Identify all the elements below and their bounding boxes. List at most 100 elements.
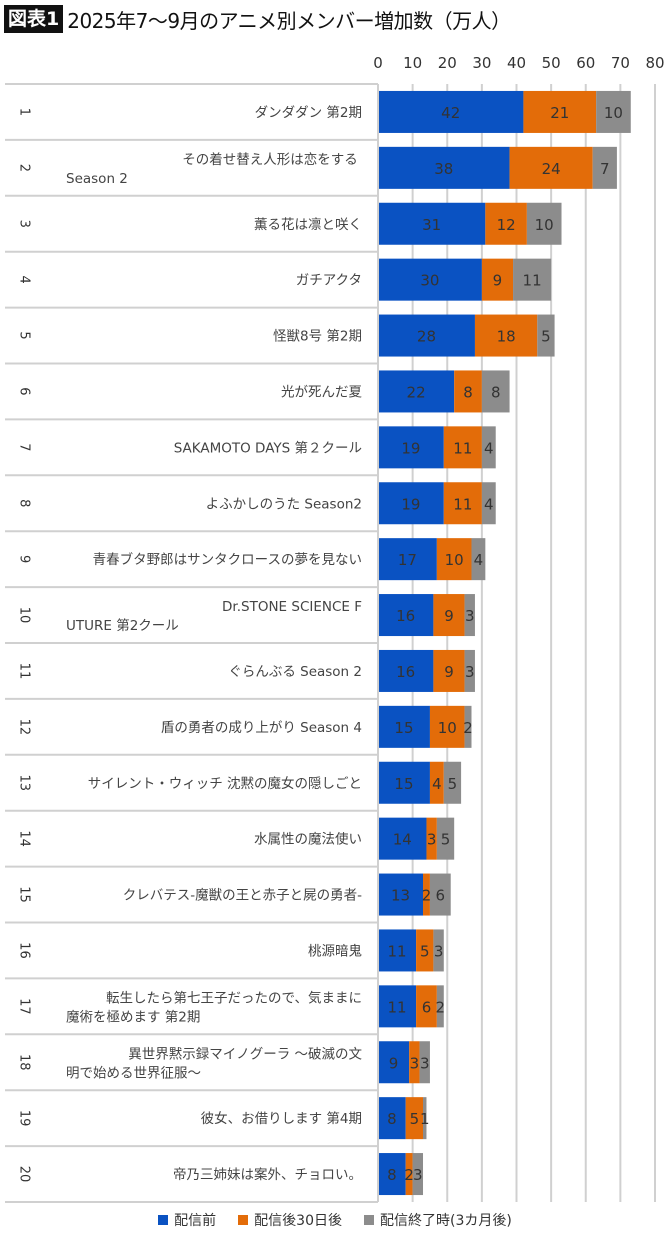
- data-label: 19: [401, 439, 420, 457]
- data-label: 16: [396, 663, 415, 681]
- rank-label: 18: [17, 1054, 32, 1071]
- rank-label: 17: [17, 998, 32, 1015]
- data-label: 10: [445, 551, 464, 569]
- rank-label: 12: [17, 719, 32, 736]
- bar-segment: [464, 705, 472, 748]
- data-label: 12: [497, 216, 516, 234]
- legend-label: 配信終了時(3カ月後): [379, 1213, 512, 1229]
- bar-segment: [378, 202, 486, 245]
- data-label: 3: [427, 831, 437, 849]
- x-tick-label: 60: [576, 54, 595, 72]
- category-label: よふかしのうた Season2: [206, 496, 362, 512]
- bar-segment: [378, 314, 475, 357]
- data-label: 10: [438, 719, 457, 737]
- data-label: 42: [441, 104, 460, 122]
- bar-segment: [429, 873, 451, 916]
- chart-title: 図表1 2025年7〜9月のアニメ別メンバー増加数（万人）: [4, 4, 511, 34]
- bar-segment: [433, 594, 465, 637]
- legend-label: 配信後30日後: [254, 1213, 342, 1229]
- bar-segment: [454, 370, 482, 413]
- data-label: 3: [420, 1054, 430, 1072]
- rank-label: 5: [17, 331, 32, 339]
- bar-segment: [378, 538, 437, 581]
- data-label: 4: [432, 775, 442, 793]
- rank-label: 6: [17, 387, 32, 395]
- bar-chart: 0 10 20 30 40 50 60 70 801 ダンダダン 第2期 42 21 102 その着せ替え…: [5, 54, 665, 1203]
- bar-segment: [378, 146, 510, 189]
- data-label: 28: [417, 328, 436, 346]
- rank-label: 8: [17, 499, 32, 507]
- data-label: 9: [389, 1054, 399, 1072]
- bar-segment: [419, 1041, 430, 1084]
- x-tick-label: 20: [438, 54, 457, 72]
- category-label: ダンダダン 第2期: [255, 104, 362, 121]
- bar-segment: [378, 370, 455, 413]
- data-label: 4: [474, 551, 484, 569]
- data-label: 5: [441, 831, 451, 849]
- bar-segment: [378, 1153, 406, 1196]
- bar-segment: [596, 90, 631, 133]
- rank-label: 9: [17, 555, 32, 563]
- bar-segment: [378, 761, 430, 804]
- bar-segment: [436, 538, 472, 581]
- data-label: 5: [420, 942, 430, 960]
- data-label: 15: [394, 775, 413, 793]
- bar-segment: [378, 705, 430, 748]
- category-label: 水属性の魔法使い: [254, 831, 362, 848]
- category-label: ガチアクタ: [296, 273, 362, 289]
- bar-segment: [412, 1153, 424, 1196]
- category-label: ぐらんぶる Season 2: [228, 664, 362, 680]
- x-tick-label: 70: [611, 54, 630, 72]
- bar-segment: [378, 873, 424, 916]
- category-label: 青春ブタ野郎はサンタクロースの夢を見ない: [93, 551, 362, 568]
- data-label: 3: [413, 1166, 423, 1184]
- data-label: 6: [436, 887, 446, 905]
- bar-segment: [481, 258, 514, 301]
- rank-label: 7: [17, 443, 32, 451]
- data-label: 8: [463, 383, 473, 401]
- data-label: 18: [497, 328, 516, 346]
- data-label: 21: [550, 104, 569, 122]
- bar-segment: [405, 1153, 413, 1196]
- bar-segment: [426, 817, 437, 860]
- x-tick-label: 30: [472, 54, 491, 72]
- x-tick-label: 50: [542, 54, 561, 72]
- bar-segment: [464, 649, 475, 692]
- legend-item: 配信前: [158, 1210, 216, 1230]
- bar-segment: [405, 1097, 424, 1140]
- bar-segment: [378, 929, 417, 972]
- bar-segment: [433, 929, 444, 972]
- category-label: 異世界黙示録マイノグーラ 〜破滅の文明で始める世界征服〜: [66, 1046, 362, 1081]
- bar-segment: [474, 314, 538, 357]
- category-label: 彼女、お借りします 第4期: [201, 1110, 362, 1127]
- bar-segment: [436, 817, 455, 860]
- category-label: 帝乃三姉妹は案外、チョロい。: [173, 1166, 362, 1183]
- bar-segment: [537, 314, 555, 357]
- data-label: 7: [600, 160, 610, 178]
- data-label: 3: [465, 607, 475, 625]
- data-label: 5: [541, 328, 551, 346]
- data-label: 9: [493, 272, 503, 290]
- data-label: 11: [387, 942, 406, 960]
- data-label: 2: [404, 1166, 414, 1184]
- bar-segment: [416, 985, 437, 1028]
- figure-badge: 図表1: [4, 5, 64, 33]
- data-label: 3: [465, 663, 475, 681]
- data-label: 10: [535, 216, 554, 234]
- legend-swatch: [363, 1215, 374, 1225]
- data-label: 3: [410, 1054, 420, 1072]
- data-label: 6: [422, 998, 432, 1016]
- data-label: 1: [420, 1110, 430, 1128]
- data-label: 38: [434, 160, 453, 178]
- bar-segment: [481, 482, 496, 525]
- bar-segment: [423, 1097, 427, 1140]
- bar-segment: [378, 649, 434, 692]
- bar-segment: [509, 146, 593, 189]
- bar-segment: [429, 705, 465, 748]
- bar-segment: [433, 649, 465, 692]
- category-label: Dr.STONE SCIENCE F UTURE 第2クール: [66, 599, 362, 634]
- category-label: 怪獣8号 第2期: [273, 328, 362, 345]
- rank-label: 2: [17, 164, 32, 172]
- bar-segment: [429, 761, 444, 804]
